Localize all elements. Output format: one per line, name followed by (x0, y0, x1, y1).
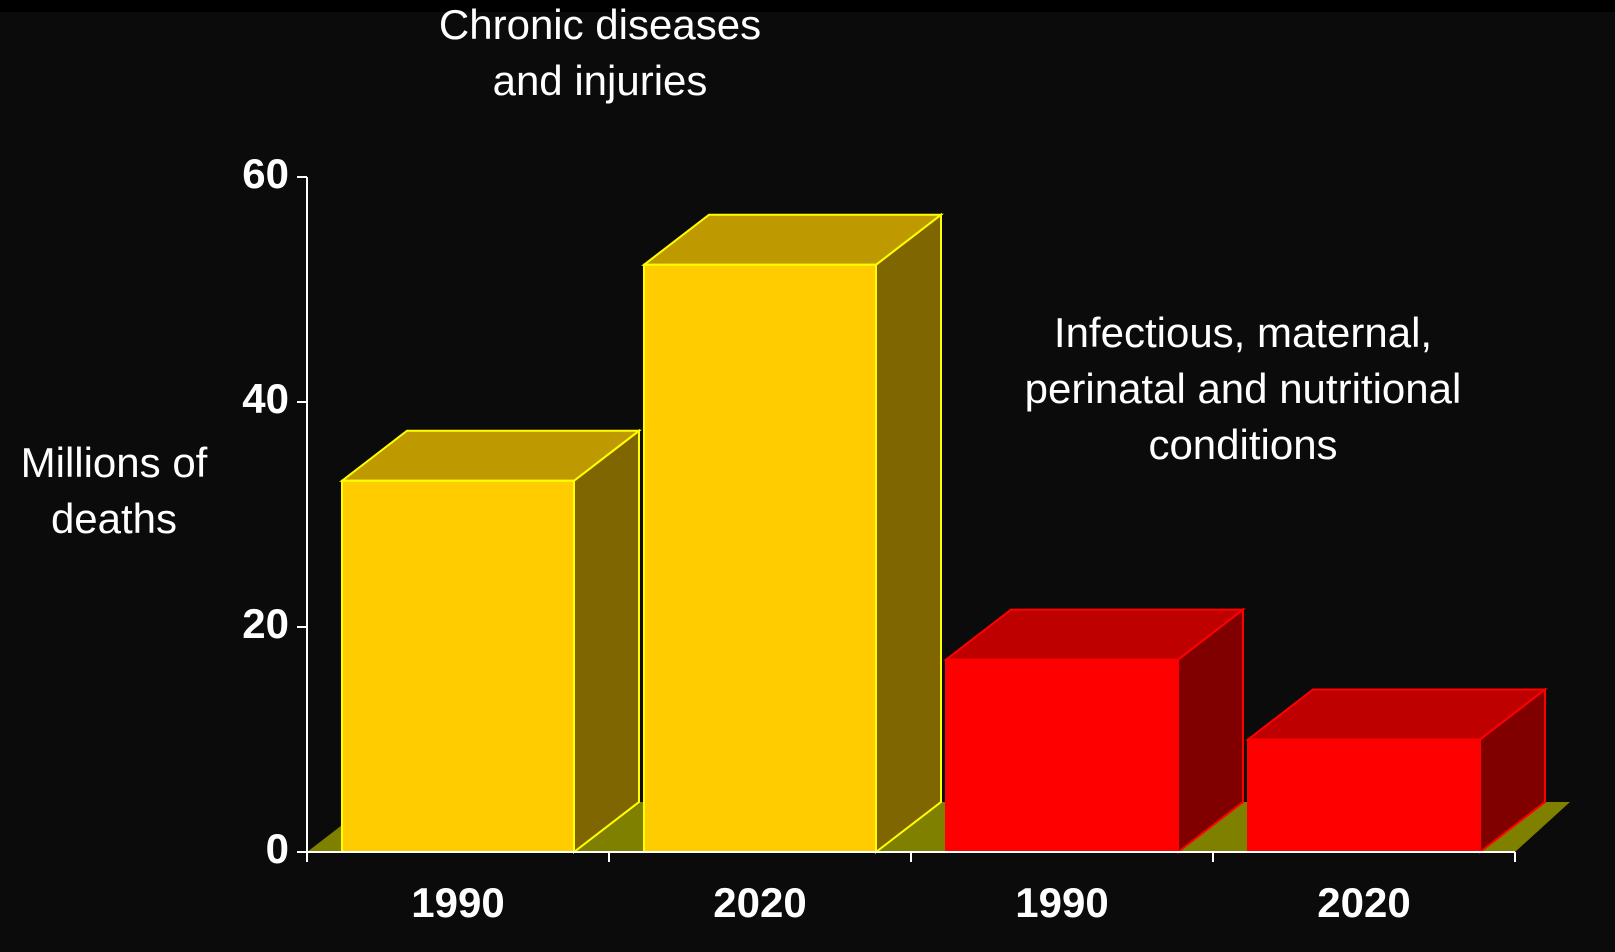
y-axis-label: Millions of (21, 439, 208, 486)
bar (341, 479, 575, 853)
x-tick-label: 2020 (713, 879, 806, 926)
annotation: Infectious, maternal, (1054, 309, 1432, 356)
annotation: Chronic diseases (439, 1, 761, 48)
y-axis-label: deaths (51, 495, 177, 542)
top-strip (0, 0, 1615, 12)
bar (1247, 738, 1481, 853)
annotation: conditions (1148, 421, 1337, 468)
annotation: perinatal and nutritional (1025, 365, 1462, 412)
y-tick-label: 40 (242, 375, 289, 422)
bar (945, 658, 1179, 853)
x-tick-label: 2020 (1317, 879, 1410, 926)
x-tick-label: 1990 (411, 879, 504, 926)
bar-side (875, 212, 942, 855)
y-tick-label: 20 (242, 600, 289, 647)
bar (643, 263, 877, 853)
y-tick-label: 0 (266, 825, 289, 872)
annotation: and injuries (493, 57, 708, 104)
y-tick-label: 60 (242, 150, 289, 197)
bar-side (573, 428, 640, 855)
x-tick-label: 1990 (1015, 879, 1108, 926)
